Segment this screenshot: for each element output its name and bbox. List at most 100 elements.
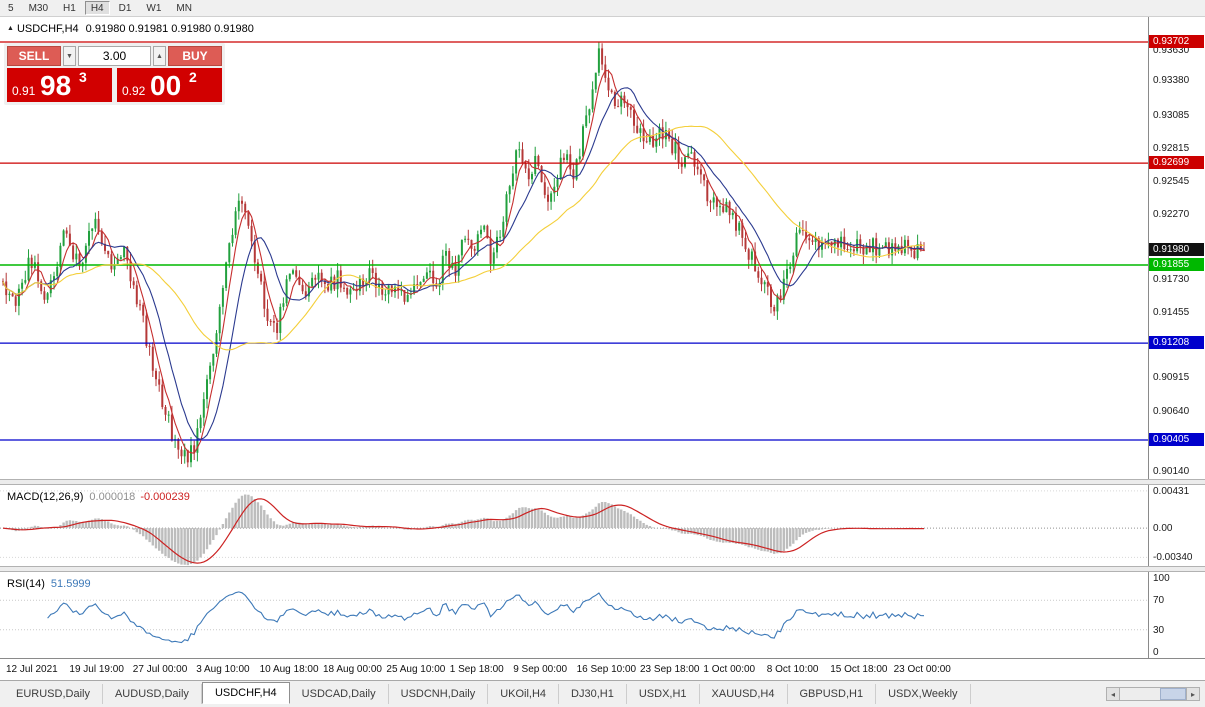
- axis-tick-label: 0.92270: [1153, 208, 1190, 220]
- macd-signal-value: -0.000239: [140, 491, 190, 503]
- timeframe-button-W1[interactable]: W1: [146, 3, 162, 14]
- axis-tick-label: 0.92815: [1153, 143, 1190, 155]
- time-axis-label: 10 Aug 18:00: [259, 664, 319, 675]
- time-axis-label: 23 Sep 18:00: [640, 664, 700, 675]
- volume-input[interactable]: 3.00: [78, 46, 151, 66]
- time-axis-label: 16 Sep 10:00: [576, 664, 637, 675]
- rsi-indicator-pane[interactable]: RSI(14) 51.5999: [0, 572, 1148, 658]
- price-chart-canvas[interactable]: [0, 17, 1148, 479]
- axis-tick-label: 0.91730: [1153, 274, 1190, 286]
- chart-ohlc-values: 0.91980 0.91981 0.91980 0.91980: [85, 23, 254, 35]
- bid-pipette-digit: 3: [79, 69, 87, 85]
- axis-tick-label: 0.93630: [1153, 44, 1190, 56]
- time-axis-label: 27 Jul 00:00: [132, 664, 188, 675]
- price-level-badge: 0.90405: [1149, 433, 1204, 446]
- time-axis-label: 15 Oct 18:00: [830, 664, 888, 675]
- bid-big-digits: 98: [40, 70, 72, 101]
- price-level-badge: 0.92699: [1149, 156, 1204, 170]
- ask-price-display[interactable]: 0.92 00 2: [117, 68, 222, 102]
- rsi-title: RSI(14): [7, 578, 45, 590]
- axis-tick-label: 70: [1153, 595, 1165, 607]
- axis-tick-label: 0.91455: [1153, 307, 1190, 319]
- time-axis-label: 9 Sep 00:00: [513, 664, 568, 675]
- axis-tick-label: 0.90140: [1153, 465, 1190, 477]
- price-level-badge: 0.91855: [1149, 257, 1204, 271]
- buy-button[interactable]: BUY: [168, 46, 222, 66]
- sell-button[interactable]: SELL: [7, 46, 61, 66]
- volume-increase-button[interactable]: ▲: [153, 46, 166, 66]
- price-level-badge: 0.93702: [1149, 34, 1204, 48]
- axis-tick-label: 0.92545: [1153, 175, 1190, 187]
- time-axis-label: 1 Oct 00:00: [703, 664, 756, 675]
- time-axis-label: 3 Aug 10:00: [196, 664, 250, 675]
- chart-tab[interactable]: USDCHF,H4: [201, 682, 290, 704]
- axis-tick-label: 0.93380: [1153, 74, 1190, 86]
- macd-canvas[interactable]: [0, 485, 1148, 566]
- ask-prefix: 0.92: [122, 84, 146, 98]
- chart-tab[interactable]: USDX,H1: [627, 684, 700, 704]
- tab-bar-scrollbar[interactable]: ◂ ▸: [1106, 687, 1200, 701]
- time-axis-label: 1 Sep 18:00: [449, 664, 504, 675]
- timeframe-button-MN[interactable]: MN: [176, 3, 192, 14]
- time-axis-label: 12 Jul 2021: [6, 664, 58, 675]
- volume-decrease-button[interactable]: ▼: [63, 46, 76, 66]
- bid-price-display[interactable]: 0.91 98 3: [7, 68, 112, 102]
- chart-tab[interactable]: UKOil,H4: [488, 684, 560, 704]
- time-axis-label: 19 Jul 19:00: [69, 664, 124, 675]
- chart-symbol-label: USDCHF,H4: [16, 23, 79, 35]
- window-bottom-strip: [0, 704, 1205, 707]
- timeframe-toolbar: 5 M30 H1 H4 D1 W1 MN: [0, 0, 1205, 17]
- ask-pipette-digit: 2: [189, 69, 197, 85]
- time-axis-label: 23 Oct 00:00: [893, 664, 951, 675]
- timeframe-button-H1[interactable]: H1: [63, 3, 76, 14]
- axis-tick-label: 0: [1153, 647, 1159, 659]
- macd-indicator-pane[interactable]: MACD(12,26,9) 0.000018 -0.000239: [0, 485, 1148, 566]
- chart-tab[interactable]: GBPUSD,H1: [788, 684, 877, 704]
- macd-main-value: 0.000018: [89, 491, 136, 503]
- axis-tick-label: 0.93085: [1153, 110, 1190, 122]
- chart-ohlc-header: ▲ USDCHF,H4 0.91980 0.91981 0.91980 0.9198…: [7, 23, 254, 35]
- chart-marker-icon: ▲: [7, 25, 14, 32]
- chart-tab[interactable]: EURUSD,Daily: [4, 684, 103, 704]
- scroll-right-icon[interactable]: ▸: [1186, 687, 1200, 701]
- chart-tab[interactable]: DJ30,H1: [559, 684, 627, 704]
- chart-tab[interactable]: XAUUSD,H4: [700, 684, 788, 704]
- axis-tick-label: 30: [1153, 624, 1165, 636]
- timeframe-button-D1[interactable]: D1: [118, 3, 132, 14]
- price-level-badge: 0.91208: [1149, 336, 1204, 350]
- price-axis-separator: [1148, 17, 1149, 658]
- macd-title: MACD(12,26,9): [7, 491, 84, 503]
- rsi-canvas[interactable]: [0, 572, 1148, 658]
- axis-tick-label: -0.00340: [1153, 552, 1193, 564]
- scrollbar-thumb[interactable]: [1160, 688, 1186, 700]
- rsi-value: 51.5999: [50, 578, 91, 590]
- time-axis-label: 18 Aug 00:00: [323, 664, 382, 675]
- chart-tab[interactable]: USDX,Weekly: [876, 684, 971, 704]
- axis-tick-label: 100: [1153, 572, 1170, 584]
- time-axis-label: 25 Aug 10:00: [386, 664, 446, 675]
- chart-tab[interactable]: USDCAD,Daily: [290, 684, 389, 704]
- macd-header: MACD(12,26,9) 0.000018 -0.000239: [7, 491, 190, 503]
- rsi-header: RSI(14) 51.5999: [7, 578, 91, 590]
- timeframe-button-5[interactable]: 5: [8, 3, 14, 14]
- axis-tick-label: 0.00: [1153, 523, 1173, 535]
- time-axis-label: 8 Oct 10:00: [766, 664, 819, 675]
- scrollbar-track[interactable]: [1120, 687, 1186, 701]
- timeframe-button-M30[interactable]: M30: [28, 3, 49, 14]
- chart-tab-bar: EURUSD,Daily AUDUSD,Daily USDCHF,H4 USDCAD,…: [0, 680, 1205, 704]
- bid-prefix: 0.91: [12, 84, 36, 98]
- ask-big-digits: 00: [150, 70, 182, 101]
- one-click-trading-widget: SELL ▼ 3.00 ▲ BUY 0.91 98 3 0.92 00 2: [4, 43, 225, 105]
- timeframe-button-H4[interactable]: H4: [84, 1, 110, 15]
- pane-splitter[interactable]: [0, 566, 1205, 572]
- chart-tab[interactable]: AUDUSD,Daily: [103, 684, 202, 704]
- axis-tick-label: 0.90915: [1153, 372, 1190, 384]
- pane-splitter[interactable]: [0, 479, 1205, 485]
- time-axis[interactable]: 12 Jul 2021 19 Jul 19:00 27 Jul 00:00 3 Aug…: [0, 658, 1205, 680]
- scroll-left-icon[interactable]: ◂: [1106, 687, 1120, 701]
- chart-tab[interactable]: USDCNH,Daily: [389, 684, 489, 704]
- price-axis[interactable]: 0.93630 0.93380 0.93085 0.92815 0.92545 0.922…: [1149, 17, 1205, 658]
- price-chart-pane[interactable]: ▲ USDCHF,H4 0.91980 0.91981 0.91980 0.9198…: [0, 17, 1148, 479]
- axis-tick-label: 0.00431: [1153, 485, 1190, 497]
